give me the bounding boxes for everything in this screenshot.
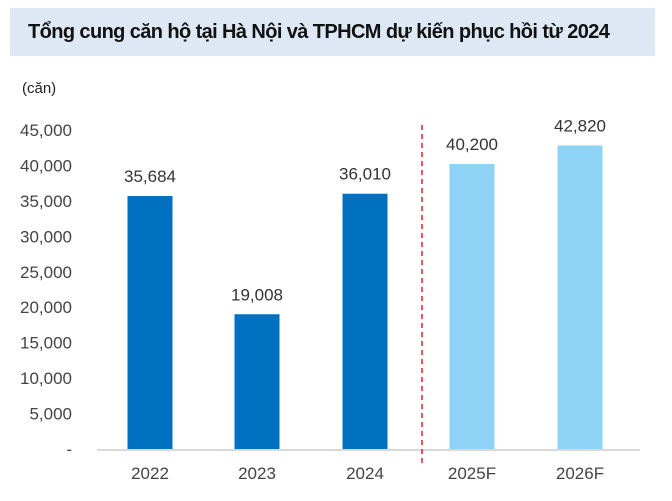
- data-label: 36,010: [339, 165, 391, 184]
- y-tick-label: 25,000: [20, 263, 72, 282]
- x-tick-label: 2026F: [556, 464, 604, 483]
- bar-2026F: [557, 145, 603, 449]
- data-label: 42,820: [554, 116, 606, 135]
- data-label: 35,684: [124, 167, 176, 186]
- y-tick-label: 30,000: [20, 227, 72, 246]
- y-tick-label: 35,000: [20, 192, 72, 211]
- data-label: 19,008: [231, 285, 283, 304]
- bar-2022: [127, 196, 173, 449]
- chart-title: Tổng cung căn hộ tại Hà Nội và TPHCM dự …: [10, 8, 655, 56]
- y-tick-label: 10,000: [20, 369, 72, 388]
- y-tick-label: 40,000: [20, 156, 72, 175]
- y-tick-label: 45,000: [20, 121, 72, 140]
- x-tick-label: 2025F: [448, 464, 496, 483]
- bar-2025F: [449, 164, 495, 449]
- y-tick-label: 5,000: [29, 405, 72, 424]
- y-tick-label: -: [66, 440, 72, 459]
- y-tick-label: 15,000: [20, 334, 72, 353]
- x-tick-label: 2024: [346, 464, 384, 483]
- bar-2024: [342, 193, 388, 449]
- y-axis-unit: (căn): [22, 80, 57, 97]
- data-label: 40,200: [446, 135, 498, 154]
- x-tick-label: 2023: [238, 464, 276, 483]
- y-tick-label: 20,000: [20, 298, 72, 317]
- x-tick-label: 2022: [131, 464, 169, 483]
- bar-2023: [234, 314, 280, 449]
